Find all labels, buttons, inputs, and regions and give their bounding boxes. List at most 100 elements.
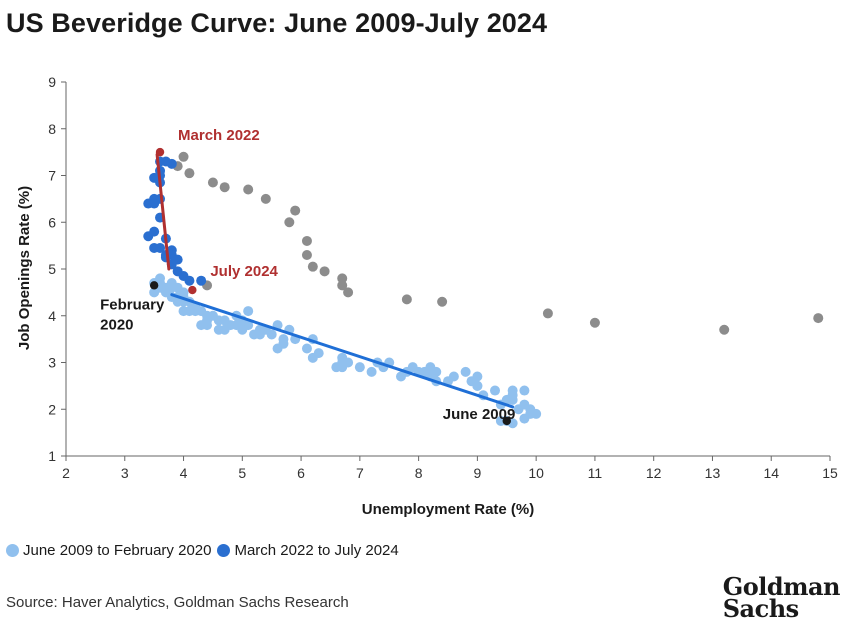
goldman-sachs-logo: Goldman Sachs <box>722 572 841 623</box>
y-tick-label: 7 <box>48 168 56 184</box>
x-tick-label: 12 <box>646 465 662 481</box>
light-series-point <box>213 315 224 326</box>
light-series-point <box>513 404 524 415</box>
legend-dot-icon <box>6 544 19 557</box>
gray-series-point <box>290 205 301 216</box>
dark-series-point <box>149 198 160 209</box>
x-tick-label: 7 <box>356 465 364 481</box>
highlights-layer: March 2022 July 2024 February 2020 June 2009 <box>100 127 516 426</box>
legend-label: June 2009 to February 2020 <box>23 542 212 559</box>
y-tick-label: 2 <box>48 401 56 417</box>
highlight-label: June 2009 <box>443 406 516 423</box>
light-series-point <box>507 394 518 405</box>
gray-series-point <box>337 273 348 284</box>
light-series-point <box>395 371 406 382</box>
legend-label: March 2022 to July 2024 <box>234 542 399 559</box>
dark-series-point <box>143 231 154 242</box>
y-tick-label: 4 <box>48 308 56 324</box>
light-series-point <box>243 306 254 317</box>
y-tick-label: 1 <box>48 448 56 464</box>
x-axis-label: Unemployment Rate (%) <box>362 501 535 518</box>
light-series-point <box>278 334 289 345</box>
light-series-point <box>272 343 283 354</box>
light-series-point <box>495 415 506 426</box>
light-series-point <box>213 324 224 335</box>
dark-series-point <box>184 275 195 286</box>
y-tick-label: 8 <box>48 121 56 137</box>
y-tick-label: 9 <box>48 74 56 90</box>
highlight-label: 2020 <box>100 316 133 333</box>
fit-line <box>170 293 515 409</box>
legend-dot-icon <box>217 544 231 557</box>
gray-series-point <box>437 296 448 307</box>
gray-series-point <box>178 151 189 162</box>
fit-line <box>155 152 171 271</box>
light-series-point <box>231 320 242 331</box>
x-tick-label: 6 <box>297 465 305 481</box>
light-series-point <box>507 385 518 396</box>
legend-item-dark: March 2022 to July 2024 <box>217 542 399 559</box>
light-series-point <box>196 320 207 331</box>
highlight-point <box>155 147 165 157</box>
gray-series-layer <box>172 151 824 335</box>
chart-title: US Beveridge Curve: June 2009-July 2024 <box>6 8 548 38</box>
x-tick-label: 9 <box>473 465 481 481</box>
light-series-point <box>178 306 189 317</box>
gray-series-point <box>337 280 348 291</box>
x-tick-label: 10 <box>528 465 544 481</box>
light-series-point <box>337 357 348 368</box>
dark-series-point <box>166 158 177 169</box>
gray-series-point <box>813 313 824 324</box>
gray-series-point <box>307 261 318 272</box>
x-tick-label: 2 <box>62 465 70 481</box>
light-series-point <box>172 282 183 293</box>
gray-series-point <box>401 294 412 305</box>
gray-series-point <box>284 217 295 228</box>
gray-series-point <box>719 324 730 335</box>
dark-series-point <box>155 242 166 253</box>
highlight-label: July 2024 <box>210 263 278 280</box>
light-series-layer <box>149 273 542 429</box>
gray-series-point <box>301 235 312 246</box>
gray-series-point <box>301 249 312 260</box>
y-axis-label: Job Openings Rate (%) <box>16 186 33 350</box>
light-series-point <box>202 310 213 321</box>
light-series-point <box>366 366 377 377</box>
light-series-point <box>519 385 530 396</box>
highlight-point <box>149 281 159 290</box>
gray-series-point <box>243 184 254 195</box>
fit-lines-layer <box>155 152 515 409</box>
x-tick-label: 14 <box>763 465 779 481</box>
gray-series-point <box>542 308 553 319</box>
y-tick-label: 3 <box>48 355 56 371</box>
gray-series-point <box>319 266 330 277</box>
gray-series-point <box>260 193 271 204</box>
logo-line-1: Goldman <box>722 572 841 601</box>
y-tick-label: 5 <box>48 261 56 277</box>
gray-series-point <box>207 177 218 188</box>
y-tick-label: 6 <box>48 214 56 230</box>
logo-line-2: Sachs <box>722 594 799 623</box>
x-tick-label: 4 <box>180 465 188 481</box>
highlight-label: February <box>100 296 165 313</box>
light-series-point <box>354 362 365 373</box>
light-series-point <box>307 352 318 363</box>
x-tick-label: 15 <box>822 465 838 481</box>
highlight-label: March 2022 <box>178 127 260 144</box>
light-series-point <box>466 376 477 387</box>
x-tick-label: 3 <box>121 465 129 481</box>
x-tick-label: 13 <box>705 465 721 481</box>
light-series-point <box>431 366 442 377</box>
light-series-point <box>254 329 265 340</box>
light-series-point <box>301 343 312 354</box>
x-tick-label: 8 <box>415 465 423 481</box>
source-note: Source: Haver Analytics, Goldman Sachs R… <box>6 594 349 611</box>
gray-series-point <box>219 182 230 193</box>
dark-series-point <box>196 275 207 286</box>
dark-series-layer <box>143 156 207 286</box>
gray-series-point <box>184 168 195 179</box>
legend: June 2009 to February 2020 March 2022 to… <box>6 542 405 559</box>
light-series-point <box>460 366 471 377</box>
highlight-point <box>502 416 511 426</box>
